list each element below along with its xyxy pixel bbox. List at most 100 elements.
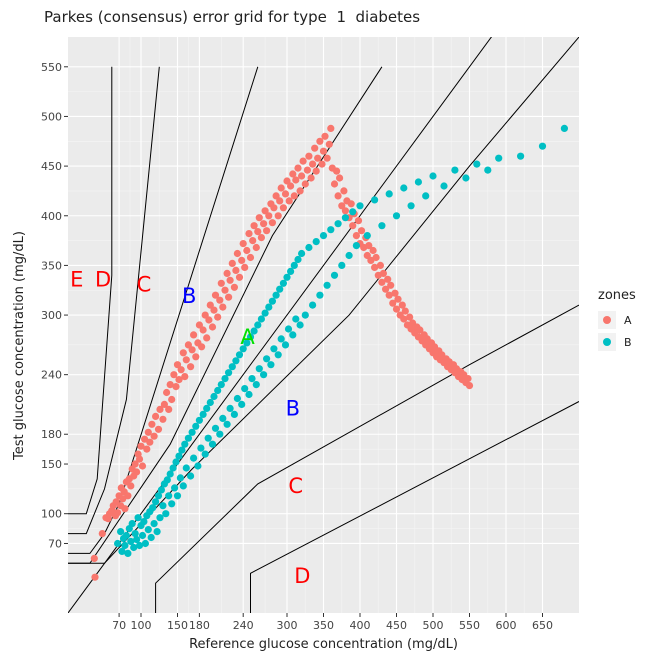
data-point-b	[154, 492, 163, 500]
data-point-b	[400, 184, 408, 192]
data-point-b	[294, 255, 302, 264]
data-point-b	[290, 261, 298, 269]
data-point-b	[309, 301, 317, 309]
data-point-b	[272, 291, 280, 299]
data-point-a	[144, 428, 152, 436]
data-point-b	[179, 482, 187, 490]
data-point-a	[276, 197, 284, 205]
data-point-a	[135, 455, 144, 463]
data-point-a	[296, 187, 304, 195]
data-point-b	[114, 539, 122, 548]
data-point-a	[179, 349, 187, 357]
data-point-b	[150, 520, 158, 528]
legend-label-a: A	[624, 313, 632, 327]
data-point-a	[394, 295, 402, 303]
data-point-a	[323, 154, 331, 162]
data-point-a	[201, 311, 209, 319]
data-point-b	[334, 220, 342, 228]
data-point-a	[283, 177, 291, 185]
data-point-b	[371, 196, 379, 204]
data-point-b	[296, 321, 304, 329]
y-tick-label: 450	[41, 160, 62, 173]
data-point-b	[171, 484, 179, 492]
data-point-a	[305, 152, 313, 160]
y-tick-label: 240	[41, 369, 62, 382]
data-point-b	[219, 414, 227, 422]
data-point-a	[257, 234, 265, 242]
data-point-a	[203, 334, 211, 342]
data-point-a	[166, 381, 174, 389]
x-tick-label: 150	[167, 619, 188, 632]
data-point-a	[319, 147, 328, 155]
data-point-a	[232, 266, 240, 274]
data-point-a	[233, 249, 241, 258]
data-point-b	[414, 178, 422, 186]
data-point-a	[287, 182, 295, 190]
data-point-b	[276, 285, 284, 293]
data-point-a	[294, 164, 302, 172]
data-point-a	[321, 132, 329, 140]
data-point-a	[211, 291, 220, 299]
data-point-a	[263, 227, 271, 235]
data-point-a	[91, 573, 99, 581]
data-point-a	[314, 154, 322, 162]
x-tick-label: 400	[350, 619, 371, 632]
zone-label-b: B	[182, 284, 196, 308]
data-point-a	[184, 341, 192, 349]
data-point-a	[406, 313, 414, 321]
data-point-b	[228, 363, 236, 371]
data-point-b	[241, 385, 249, 393]
y-tick-label: 500	[41, 110, 62, 123]
data-point-b	[263, 355, 271, 363]
zone-boundary-line-5	[68, 66, 160, 535]
data-point-b	[422, 192, 430, 200]
legend-label-b: B	[624, 335, 632, 349]
data-point-a	[385, 291, 393, 299]
data-point-b	[175, 452, 183, 460]
data-point-a	[252, 243, 260, 252]
data-point-a	[250, 222, 258, 230]
data-point-a	[141, 435, 149, 443]
data-point-b	[323, 281, 331, 289]
data-point-b	[194, 462, 202, 470]
data-point-b	[255, 365, 263, 373]
data-point-a	[195, 321, 203, 329]
chart-title: Parkes (consensus) error grid for type 1…	[44, 8, 421, 26]
data-point-b	[319, 232, 328, 240]
data-point-b	[462, 174, 470, 182]
data-point-b	[216, 430, 224, 438]
data-point-b	[245, 390, 253, 399]
data-point-a	[188, 346, 196, 354]
y-tick-label: 150	[41, 458, 62, 471]
data-point-b	[133, 535, 141, 544]
data-point-a	[254, 228, 262, 236]
zone-boundary-line-4	[155, 304, 579, 613]
data-point-b	[250, 327, 258, 335]
data-point-b	[166, 470, 174, 478]
data-point-b	[130, 543, 138, 552]
data-point-a	[347, 200, 355, 208]
data-point-a	[301, 180, 309, 188]
data-point-a	[327, 124, 335, 132]
data-point-b	[327, 226, 335, 234]
data-point-b	[204, 434, 212, 442]
data-point-a	[199, 326, 207, 334]
y-tick-label: 100	[41, 508, 62, 521]
data-point-b	[252, 381, 260, 389]
data-point-a	[318, 160, 326, 168]
data-point-a	[400, 315, 408, 323]
data-point-a	[369, 246, 377, 255]
data-point-b	[211, 424, 220, 432]
data-point-a	[464, 375, 472, 383]
data-point-b	[140, 518, 148, 526]
data-point-a	[230, 283, 238, 291]
zone-boundary-line-7	[68, 66, 113, 515]
data-point-b	[560, 124, 569, 132]
data-point-b	[473, 160, 481, 168]
data-point-a	[210, 306, 218, 314]
legend-item-a: A	[598, 309, 636, 331]
data-point-b	[298, 249, 306, 258]
data-point-b	[217, 381, 225, 389]
data-point-a	[156, 405, 164, 413]
